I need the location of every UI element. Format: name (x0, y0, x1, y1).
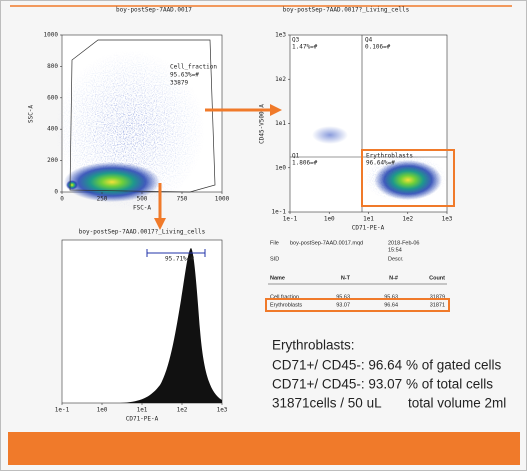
y-tick-label: 400 (47, 126, 58, 133)
histogram: 95.71%=# boy-postSep-7AAD.0017?_Living_c… (61, 229, 223, 423)
table-cell: 31879 (430, 294, 445, 300)
plot-title: boy-postSep-7AAD.0017?_Living_cells (283, 7, 410, 14)
gate-label: 33879 (170, 80, 188, 87)
table-value: boy-postSep-7AAD.0017.mqd (290, 240, 363, 246)
x-tick-label: 1e3 (442, 216, 453, 223)
table-row: Erythroblasts 93.07 96.64 31871 (270, 302, 445, 308)
y-tick-label: 1e0 (275, 164, 286, 171)
density-core (64, 162, 160, 202)
table-header: Name (270, 275, 285, 281)
gate-label: 95.63%=# (170, 72, 199, 79)
y-tick-label: 200 (47, 157, 58, 164)
arrow-head (270, 104, 282, 116)
table-cell: Erythroblasts (270, 302, 302, 308)
histogram-shape (120, 248, 222, 403)
density-core (374, 160, 442, 200)
x-tick-label: 500 (137, 196, 148, 203)
x-tick-label: 0 (60, 196, 64, 203)
table-value: 2018-Feb-06 (388, 240, 420, 246)
y-axis-label: SSC-A (28, 105, 35, 123)
table-cell: Cell fraction (270, 294, 299, 300)
density-core (66, 180, 78, 190)
y-tick-label: 1e3 (275, 32, 286, 39)
x-tick-label: 1000 (215, 196, 230, 203)
scatter-plot-2: boy-postSep-7AAD.0017?_Living_cells Q3 1… (259, 7, 455, 232)
x-tick-label: 1e0 (97, 407, 108, 414)
gate-label: Q3 (292, 37, 300, 44)
x-tick-label: 1e2 (402, 216, 413, 223)
gate-label: Q4 (365, 37, 373, 44)
gate-label: 1.47%=# (292, 44, 318, 51)
y-tick-label: 600 (47, 94, 58, 101)
table-value: 15:54 (388, 247, 402, 253)
gate-label: Q1 (292, 153, 300, 160)
gate-label: Cell_fraction (170, 64, 217, 71)
table-cell: 95.63 (336, 294, 350, 300)
arrow-head (154, 218, 166, 230)
note-line: CD71+/ CD45-: 93.07 % of total cells (272, 377, 493, 392)
scatter-plot-1: boy-postSep-7AAD.0017 Cell_fraction 95.6… (28, 7, 223, 212)
note-line: CD71+/ CD45-: 96.64 % of gated cells (272, 358, 501, 373)
x-tick-label: 1e2 (177, 407, 188, 414)
gate-label: 96.64%=# (366, 160, 395, 167)
y-tick-label: 1e1 (275, 120, 286, 127)
note-line: Erythroblasts: (272, 338, 355, 353)
table-header: N-T (341, 275, 351, 281)
y-tick-label: 800 (47, 63, 58, 70)
y-tick-label: 1e-1 (272, 209, 287, 216)
x-tick-label: 1e1 (363, 216, 374, 223)
y-tick-label: 1000 (44, 32, 59, 39)
table-label: Descr. (388, 256, 404, 262)
note-line: 31871cells / 50 uL (272, 396, 382, 411)
y-axis-label: CD45-V500-A (259, 104, 266, 144)
gate-label: 95.71%=# (165, 256, 194, 263)
note-line: total volume 2ml (408, 396, 506, 411)
stats-table: File boy-postSep-7AAD.0017.mqd 2018-Feb-… (265, 240, 450, 312)
y-tick-label: 1e2 (275, 76, 286, 83)
x-axis-label: CD71-PE-A (352, 225, 385, 232)
table-label: SID (270, 256, 279, 262)
table-row: Cell fraction 95.63 95.63 31879 (270, 294, 445, 300)
plot-title: boy-postSep-7AAD.0017 (116, 7, 192, 14)
table-cell: 93.07 (336, 302, 350, 308)
x-tick-label: 1e1 (137, 407, 148, 414)
gate-label: 1.806=# (292, 160, 318, 167)
bottom-band (8, 432, 520, 465)
arrows (154, 104, 282, 230)
density-cloud (312, 126, 348, 144)
table-header: Count (429, 275, 445, 281)
x-tick-label: 1e3 (217, 407, 228, 414)
x-tick-label: 250 (97, 196, 108, 203)
x-tick-label: 1e-1 (283, 216, 298, 223)
notes: Erythroblasts: CD71+/ CD45-: 96.64 % of … (272, 338, 506, 411)
x-axis-label: FSC-A (133, 205, 151, 212)
table-cell: 95.63 (384, 294, 398, 300)
x-tick-label: 1e-1 (55, 407, 70, 414)
x-axis-label: CD71-PE-A (126, 416, 159, 423)
highlight-box (265, 298, 450, 312)
tick-labels: 1000 800 600 400 200 00 250 500 750 1000 1e3 1e2 1e1… (44, 32, 453, 414)
table-cell: 96.64 (384, 302, 398, 308)
table-header: N-# (389, 275, 398, 281)
gate-label: 0.106=# (365, 44, 391, 51)
table-label: File (270, 240, 279, 246)
gate-label: Erythroblasts (366, 153, 413, 160)
x-tick-label: 1e0 (324, 216, 335, 223)
plot-title: boy-postSep-7AAD.0017?_Living_cells (79, 229, 206, 236)
highlight-box (361, 149, 455, 207)
table-cell: 31871 (430, 302, 445, 308)
y-tick-label: 0 (54, 189, 58, 196)
x-tick-label: 750 (177, 196, 188, 203)
gate (69, 39, 216, 193)
